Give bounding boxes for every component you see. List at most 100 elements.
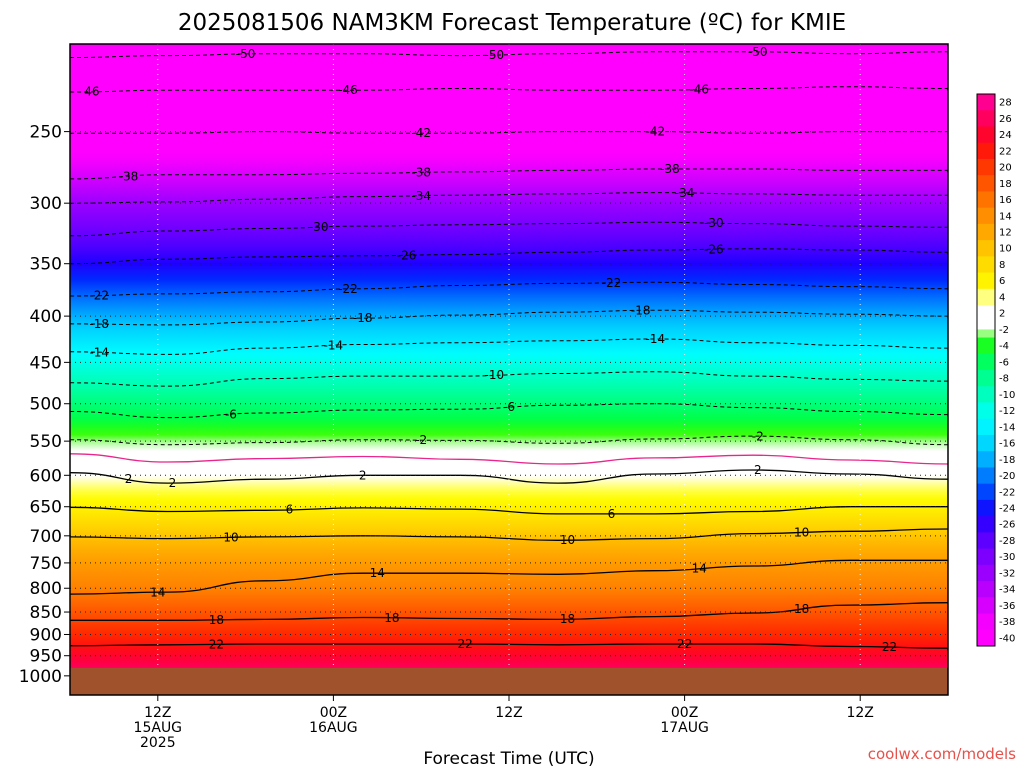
- colorbar-swatch: [977, 94, 995, 111]
- isotherm-label: -26: [397, 248, 417, 262]
- x-tick-label: 12Z: [495, 705, 522, 721]
- isotherm-label: -2: [415, 433, 427, 447]
- isotherm-label: 18: [384, 611, 399, 625]
- credit-link[interactable]: coolwx.com/models: [868, 745, 1016, 763]
- isotherm-label: 14: [150, 585, 165, 599]
- colorbar-label: -10: [999, 390, 1015, 401]
- x-tick-label: 12Z: [144, 705, 171, 721]
- isotherm-label: -6: [225, 408, 237, 422]
- isotherm-label: 18: [794, 602, 809, 616]
- y-tick-label: 850: [30, 603, 62, 623]
- y-tick-label: 600: [30, 466, 62, 486]
- colorbar-swatch: [977, 126, 995, 144]
- colorbar-label: -28: [999, 536, 1015, 547]
- colorbar-swatch: [977, 175, 995, 192]
- colorbar-label: -16: [999, 439, 1015, 450]
- colorbar-swatch: [977, 240, 995, 257]
- x-tick-label: 17AUG: [660, 720, 709, 736]
- colorbar-label: -32: [999, 568, 1015, 579]
- isotherm-label: -18: [89, 317, 109, 331]
- x-axis-label: Forecast Time (UTC): [423, 749, 594, 768]
- x-tick-label: 00Z: [320, 705, 347, 721]
- isotherm--30: [70, 221, 948, 237]
- x-tick-label: 2025: [140, 735, 176, 751]
- colorbar-swatch: [977, 629, 995, 647]
- isotherm-label: -38: [411, 165, 431, 179]
- colorbar-label: -26: [999, 520, 1015, 531]
- isotherm-6: [70, 506, 948, 515]
- isotherm-label: -34: [675, 186, 695, 200]
- isotherm--26: [70, 248, 948, 265]
- isotherm-label: -46: [689, 82, 709, 96]
- colorbar-swatch: [977, 386, 995, 403]
- ground-below-surface: [70, 667, 948, 695]
- y-tick-label: 950: [30, 647, 62, 667]
- y-tick-label: 550: [30, 432, 62, 452]
- isotherm-label: -14: [646, 332, 666, 346]
- colorbar-swatch: [977, 337, 995, 355]
- x-tick-label: 15AUG: [134, 720, 183, 736]
- isotherm-label: 6: [608, 507, 616, 521]
- y-tick-label: 400: [30, 307, 62, 327]
- isotherm-label: 2: [125, 472, 133, 486]
- y-tick-label: 1000: [19, 667, 62, 687]
- isotherm--42: [70, 131, 948, 134]
- isotherm-label: 46: [84, 85, 99, 99]
- isotherm-label: 14: [370, 566, 385, 580]
- isotherm-label: 2: [359, 468, 367, 482]
- colorbar-swatch: [977, 370, 995, 387]
- x-tick-label: 12Z: [846, 705, 873, 721]
- isotherm-14: [70, 559, 948, 595]
- colorbar-label: 2: [999, 309, 1005, 320]
- gridlines: [70, 44, 948, 695]
- isotherm-label: -14: [324, 339, 344, 353]
- colorbar-swatch: [977, 223, 995, 241]
- isotherm-label: -30: [309, 220, 329, 234]
- isotherm-label: -42: [411, 126, 431, 140]
- colorbar-label: 20: [999, 163, 1012, 174]
- y-tick-label: 750: [30, 554, 62, 574]
- isotherm-label: -46: [338, 83, 358, 97]
- isotherm--18: [70, 309, 948, 326]
- colorbar-label: -38: [999, 617, 1015, 628]
- y-tick-label: 800: [30, 579, 62, 599]
- isotherm-label: 14: [692, 562, 707, 576]
- colorbar-swatch: [977, 548, 995, 566]
- isotherm-label: 2: [754, 463, 762, 477]
- y-tick-label: 250: [30, 123, 62, 143]
- isotherm-labels: -50 -50 -50 46 -46 -46 -42 -42 -38 -38 -38 -34 -34 -3…: [84, 45, 897, 654]
- chart-title: 2025081506 NAM3KM Forecast Temperature (…: [178, 10, 846, 36]
- isotherm-label: -38: [660, 162, 680, 176]
- colorbar-label: 24: [999, 130, 1012, 141]
- colorbar-label: -18: [999, 455, 1015, 466]
- isotherm-0: [70, 453, 948, 465]
- y-tick-label: 900: [30, 625, 62, 645]
- colorbar-swatch: [977, 451, 995, 468]
- colorbar-label: -36: [999, 601, 1015, 612]
- isotherm-label: 10: [794, 525, 809, 539]
- colorbar-label: 10: [999, 244, 1012, 255]
- isotherm-label: -18: [631, 303, 651, 317]
- isotherm-label: -42: [646, 125, 666, 139]
- colorbar-swatch: [977, 158, 995, 176]
- colorbar-swatch: [977, 434, 995, 452]
- isotherm-label: -22: [602, 276, 622, 290]
- isotherm-label: 6: [286, 503, 294, 517]
- colorbar-swatch: [977, 353, 995, 371]
- colorbar-swatch: [977, 418, 995, 436]
- isotherm--38: [70, 168, 948, 180]
- isotherm-label: -22: [89, 288, 109, 302]
- colorbar-swatch: [977, 516, 995, 533]
- colorbar-swatch: [977, 142, 995, 160]
- colorbar-label: -24: [999, 504, 1015, 515]
- isotherm--50: [70, 51, 948, 58]
- isotherm-label: -38: [119, 169, 139, 183]
- isotherm--34: [70, 192, 948, 204]
- colorbar-label: 14: [999, 211, 1012, 222]
- isotherm--10: [70, 371, 948, 387]
- colorbar-label: -30: [999, 552, 1015, 563]
- isotherm-18: [70, 602, 948, 621]
- colorbar-swatch: [977, 402, 995, 420]
